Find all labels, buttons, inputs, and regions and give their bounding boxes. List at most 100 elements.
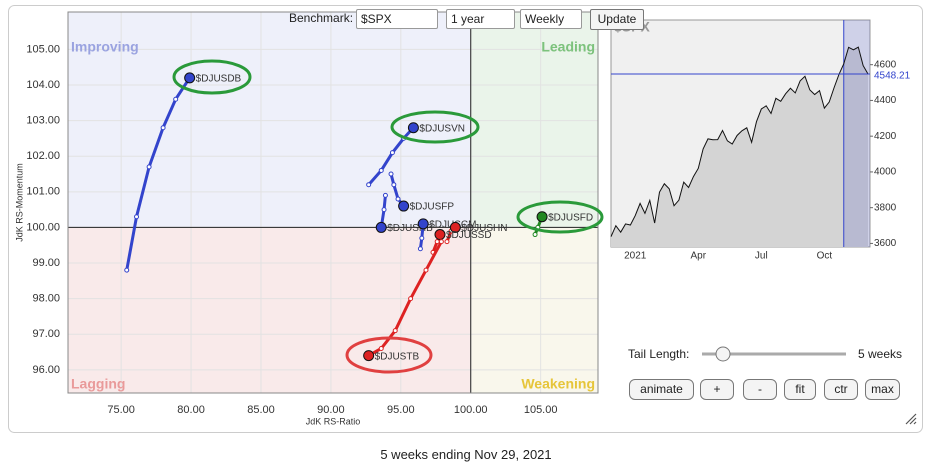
tail-point: [395, 196, 401, 202]
last-value-label: 4548.21: [874, 71, 911, 82]
resize-grip: [905, 413, 917, 425]
x-tick-label: Jul: [755, 251, 768, 262]
tail-point: [417, 246, 423, 252]
y-tick-label: 4400: [874, 95, 897, 106]
plot-border: [67, 11, 599, 394]
tail-point: [419, 235, 425, 241]
y-tick-label: 99.00: [32, 257, 60, 269]
tail-point: [391, 182, 397, 188]
benchmark-input[interactable]: $SPX: [356, 9, 438, 29]
series-label: $DJUSHN: [461, 223, 507, 234]
y-axis-label: JdK RS-Momentum: [14, 163, 24, 242]
series-label: $DJUSVN: [419, 123, 465, 134]
y-tick-label: 98.00: [32, 293, 60, 305]
x-tick-label: 2021: [624, 251, 647, 262]
highlight: [172, 59, 252, 95]
tail-point: [444, 239, 450, 245]
quadrant-label: Improving: [71, 39, 139, 55]
tail-point: [134, 214, 140, 220]
control-button[interactable]: fit: [784, 379, 816, 400]
head-point: [407, 122, 419, 134]
tail-point: [173, 96, 179, 102]
y-tick-label: 3800: [874, 202, 897, 213]
y-tick-label: 4000: [874, 167, 897, 178]
head-point: [363, 350, 375, 362]
frequency-select[interactable]: Weekly: [520, 9, 582, 29]
spx-chart: 3600 3800 4000 4200 4400 4600 2021 Apr Jul Oct 454…: [610, 19, 911, 262]
x-tick-label: 100.00: [454, 404, 488, 416]
series-label: $DJUSDB: [196, 74, 242, 85]
x-tick-label: Apr: [691, 251, 707, 262]
tail-point: [366, 182, 372, 188]
tail-point: [378, 345, 384, 351]
control-button[interactable]: max: [865, 379, 900, 400]
head-point: [375, 221, 387, 233]
head-point: [417, 218, 429, 230]
tail-length-value: 5 weeks: [858, 347, 903, 361]
y-tick-label: 4200: [874, 131, 897, 142]
tail-point: [382, 192, 388, 198]
tail-point: [438, 239, 444, 245]
area: [611, 47, 868, 247]
rrg-chart: 75.00 80.00 85.00 90.00 95.00 100.00 105.00 96.…: [14, 11, 599, 426]
tail-point: [532, 232, 538, 238]
update-button[interactable]: Update: [590, 9, 644, 30]
period-select[interactable]: 1 year: [446, 9, 515, 29]
y-tick-label: 3600: [874, 238, 897, 249]
tail-point: [160, 125, 166, 131]
control-button[interactable]: -: [743, 379, 777, 400]
quadrant-label: Leading: [541, 39, 595, 55]
y-tick-label: 96.00: [32, 364, 60, 376]
y-tick-label: 97.00: [32, 328, 60, 340]
y-tick-label: 100.00: [26, 221, 60, 233]
tail-point: [389, 150, 395, 156]
highlight: [516, 200, 604, 234]
highlight: [345, 336, 433, 374]
x-tick-label: 80.00: [177, 404, 205, 416]
tail-point: [124, 267, 130, 273]
slider-thumb[interactable]: [715, 346, 731, 362]
series-label: $DJUSFP: [410, 202, 455, 213]
control-button[interactable]: +: [700, 379, 734, 400]
tail-point: [381, 207, 387, 213]
tail-window: [843, 20, 870, 247]
tail-point: [388, 171, 394, 177]
y-tick-label: 104.00: [26, 79, 60, 91]
tail-length-label: Tail Length:: [628, 347, 690, 361]
y-tick-label: 105.00: [26, 43, 60, 55]
caption: 5 weeks ending Nov 29, 2021: [380, 447, 552, 462]
tail-point: [423, 267, 429, 273]
tail-point: [434, 239, 440, 245]
control-button[interactable]: ctr: [824, 379, 858, 400]
highlight: [390, 110, 480, 144]
tail-point: [392, 328, 398, 334]
quadrant: [470, 227, 598, 393]
y-tick-label: 101.00: [26, 186, 60, 198]
y-tick-label: 102.00: [26, 150, 60, 162]
head-point: [536, 211, 548, 223]
series-label: $DJUSTB: [375, 351, 420, 362]
head-point: [184, 72, 196, 84]
series-label: $DJUSSD: [446, 230, 492, 241]
y-tick-label: 4600: [874, 59, 897, 70]
x-tick-label: 90.00: [317, 404, 345, 416]
x-tick-label: Oct: [817, 251, 833, 262]
x-tick-label: 85.00: [247, 404, 275, 416]
series-label: $DJUSFD: [548, 212, 593, 223]
x-tick-label: 95.00: [387, 404, 415, 416]
tail: [125, 77, 191, 271]
series-label: $DJUSHB: [387, 223, 433, 234]
x-axis-label: JdK RS-Ratio: [306, 416, 361, 426]
head-point: [398, 200, 410, 212]
price-line: [610, 46, 869, 237]
quadrant-label: Lagging: [71, 376, 125, 392]
y-tick-label: 103.00: [26, 115, 60, 127]
head-point: [449, 221, 461, 233]
head-point: [434, 229, 446, 241]
x-tick-label: 75.00: [107, 404, 135, 416]
benchmark-label: Benchmark:: [289, 11, 354, 25]
tail-point: [146, 164, 152, 170]
control-button[interactable]: animate: [629, 379, 694, 400]
